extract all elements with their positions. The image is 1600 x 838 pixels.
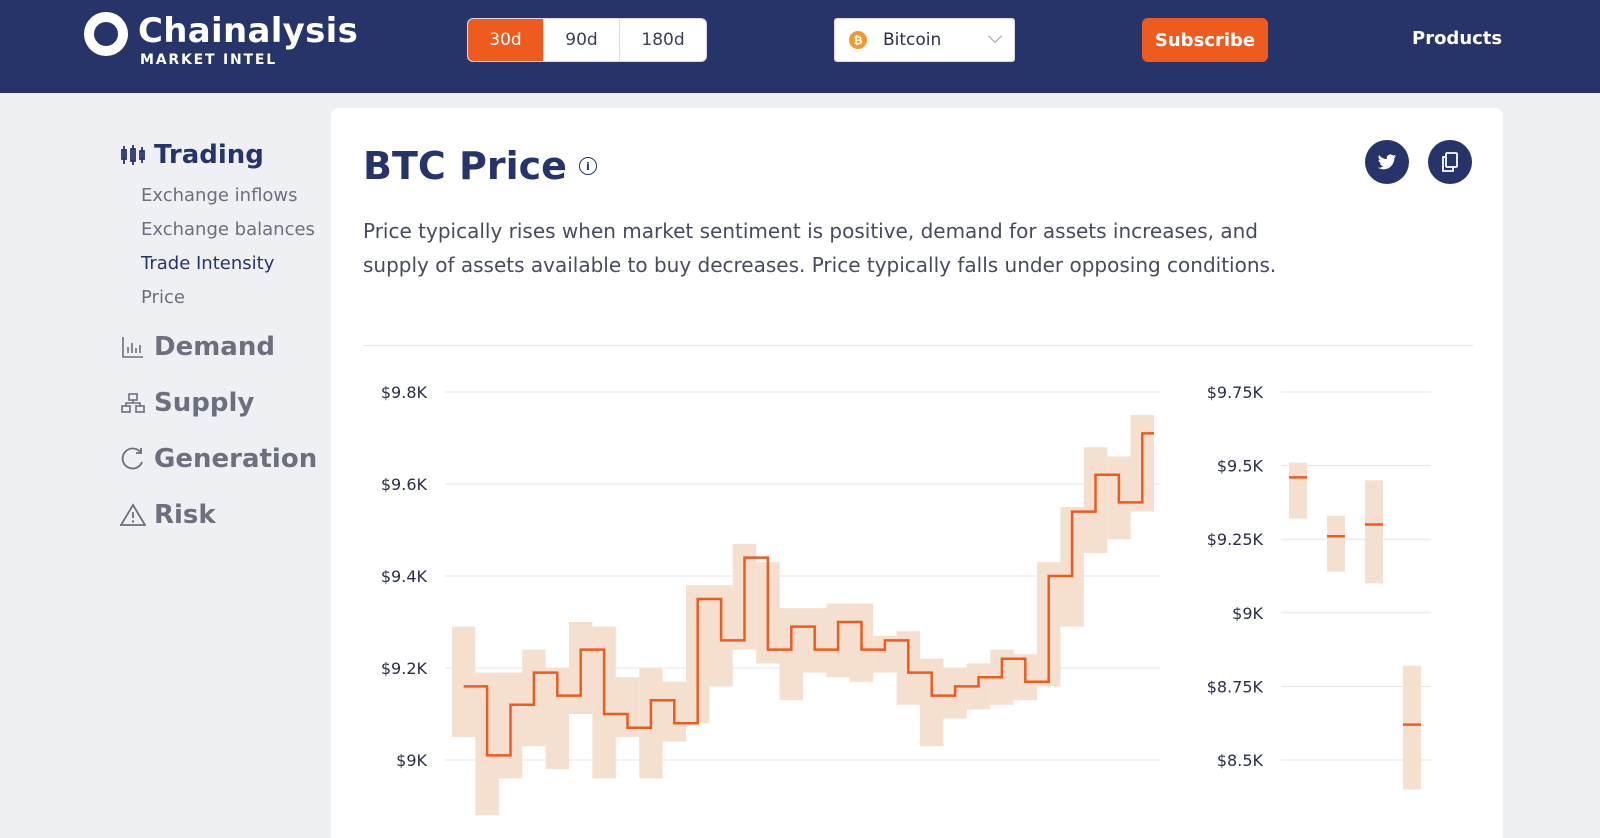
price-chart: $9.8K $9.6K $9.4K $9.2K $9K	[381, 383, 1160, 816]
price-range-chart: $9.75K $9.5K $9.25K $9K $8.75K $8.5K	[1207, 383, 1431, 790]
warning-icon	[120, 502, 146, 528]
twitter-icon	[1377, 153, 1397, 169]
range-bar	[1365, 480, 1383, 584]
copy-link-button[interactable]	[1428, 140, 1472, 184]
y-tick-label: $9.6K	[381, 475, 428, 494]
y-tick-label: $9.8K	[381, 383, 428, 402]
metric-card: BTC Price i Price typically rises when m…	[331, 108, 1503, 838]
range-band	[452, 626, 476, 737]
twitter-share-button[interactable]	[1365, 140, 1409, 184]
page-title-text: BTC Price	[363, 144, 567, 188]
range-band	[615, 677, 640, 737]
y-tick-label: $9K	[396, 751, 427, 770]
asset-select-value: Bitcoin	[883, 30, 942, 50]
y-tick-label: $8.75K	[1207, 677, 1264, 696]
sidebar-section-demand[interactable]: Demand	[120, 327, 320, 367]
refresh-icon	[120, 446, 146, 472]
brand-name: Chainalysis	[138, 11, 359, 51]
sidebar-item-exchange-inflows[interactable]: Exchange inflows	[141, 185, 298, 206]
sidebar-section-trading[interactable]: Trading	[120, 135, 320, 175]
chevron-down-icon	[987, 28, 1003, 44]
sidebar-section-label: Trading	[154, 140, 264, 170]
y-tick-label: $9.5K	[1217, 457, 1264, 476]
sidebar-section-risk[interactable]: Risk	[120, 495, 320, 535]
range-90d-button[interactable]: 90d	[544, 19, 620, 61]
asset-select[interactable]: ₿ Bitcoin	[834, 18, 1015, 62]
y-tick-label: $9.25K	[1207, 530, 1264, 549]
range-180d-button[interactable]: 180d	[641, 30, 685, 50]
bar-chart-icon	[120, 334, 146, 360]
range-band	[545, 668, 569, 770]
range-bar	[1327, 515, 1345, 572]
sidebar-item-price[interactable]: Price	[141, 287, 185, 308]
y-tick-label: $9K	[1232, 604, 1263, 623]
y-tick-label: $8.5K	[1217, 751, 1264, 770]
products-link[interactable]: Products	[1412, 28, 1503, 49]
sidebar-section-label: Generation	[154, 444, 318, 474]
range-band	[920, 658, 944, 747]
subscribe-button[interactable]: Subscribe	[1142, 18, 1268, 62]
sidebar-section-generation[interactable]: Generation	[120, 439, 320, 479]
info-icon[interactable]: i	[578, 157, 597, 175]
y-tick-label: $9.2K	[381, 659, 428, 678]
brand-subtitle: MARKET INTEL	[140, 52, 277, 68]
sidebar-section-label: Supply	[154, 388, 255, 418]
range-30d-button[interactable]: 30d	[468, 19, 544, 61]
top-bar: Chainalysis MARKET INTEL 30d 90d 180d ₿ …	[0, 0, 1600, 93]
range-bar	[1403, 665, 1421, 790]
time-range-selector: 30d 90d 180d	[467, 18, 707, 62]
sidebar-item-exchange-balances[interactable]: Exchange balances	[141, 219, 315, 240]
range-band	[779, 608, 803, 701]
candlestick-icon	[120, 142, 146, 168]
divider	[363, 345, 1473, 346]
y-tick-label: $9.75K	[1207, 383, 1264, 402]
range-bar	[1289, 462, 1307, 519]
sidebar-nav: Trading Exchange inflows Exchange balanc…	[120, 135, 320, 535]
sidebar-item-trade-intensity[interactable]: Trade Intensity	[141, 253, 275, 274]
brand-logo[interactable]: Chainalysis MARKET INTEL	[84, 10, 358, 68]
sidebar-section-label: Demand	[154, 332, 275, 362]
copy-icon	[1442, 152, 1458, 172]
page-title: BTC Price i	[363, 144, 597, 188]
sidebar-section-supply[interactable]: Supply	[120, 383, 320, 423]
hierarchy-icon	[120, 390, 146, 416]
bitcoin-icon: ₿	[849, 31, 867, 49]
metric-description: Price typically rises when market sentim…	[363, 219, 1277, 277]
range-band	[873, 635, 897, 673]
sidebar-section-label: Risk	[154, 500, 216, 530]
price-line	[463, 432, 1154, 757]
chainalysis-logo-icon	[84, 12, 128, 56]
y-tick-label: $9.4K	[381, 567, 428, 586]
